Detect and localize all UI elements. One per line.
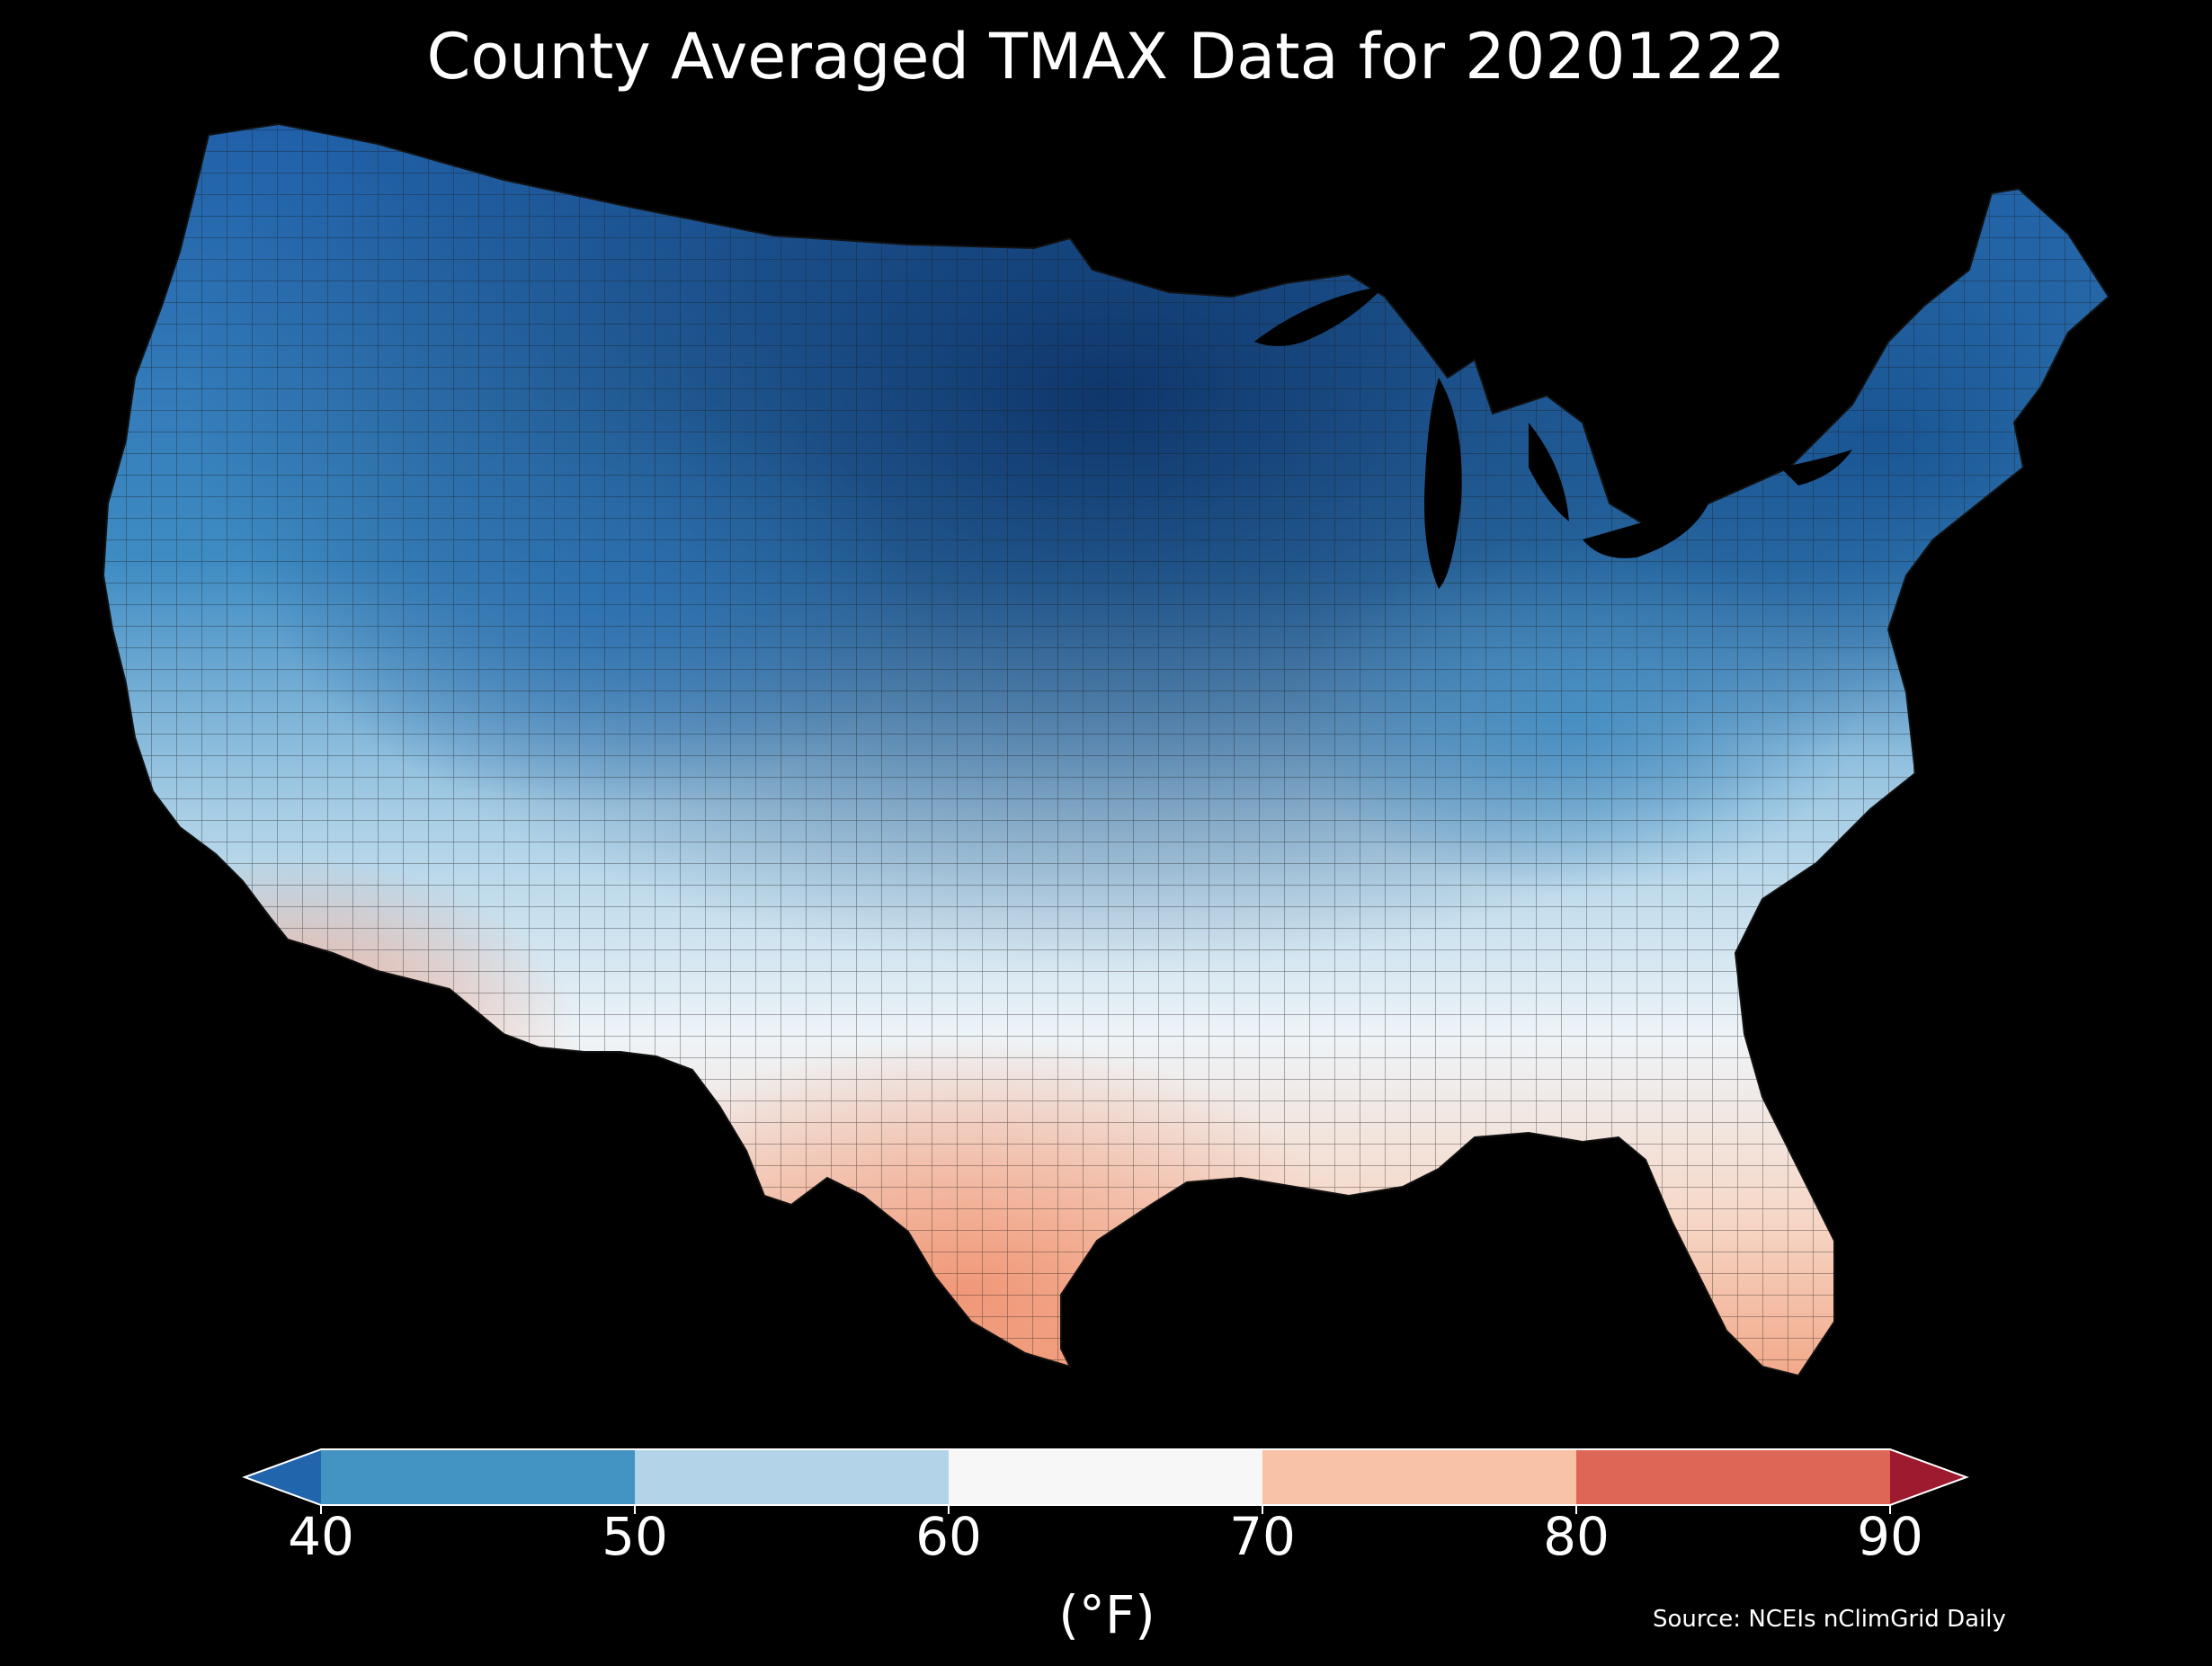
- colorbar-unit-label: (°F): [1058, 1584, 1155, 1645]
- colorbar-tick-70: 70: [1229, 1506, 1296, 1567]
- colorbar-tick-50: 50: [602, 1506, 668, 1567]
- colorbar-extend-low: [245, 1449, 321, 1505]
- colorbar-tick-40: 40: [288, 1506, 354, 1567]
- colorbar-bin-40-50: [321, 1449, 635, 1505]
- colorbar-tick-90: 90: [1857, 1506, 1923, 1567]
- map-title: County Averaged TMAX Data for 20201222: [426, 20, 1786, 94]
- colorbar-bin-70-80: [1262, 1449, 1576, 1505]
- great-lakes: [1254, 286, 1852, 589]
- colorbar-bin-50-60: [635, 1449, 949, 1505]
- colorbar-bin-60-70: [949, 1449, 1262, 1505]
- colorbar-bin-80-90: [1576, 1449, 1890, 1505]
- colorbar-tick-60: 60: [915, 1506, 982, 1567]
- source-credit: Source: NCEIs nClimGrid Daily: [1653, 1606, 2006, 1633]
- colorbar-extend-high: [1890, 1449, 1967, 1505]
- colorbar-tick-80: 80: [1543, 1506, 1610, 1567]
